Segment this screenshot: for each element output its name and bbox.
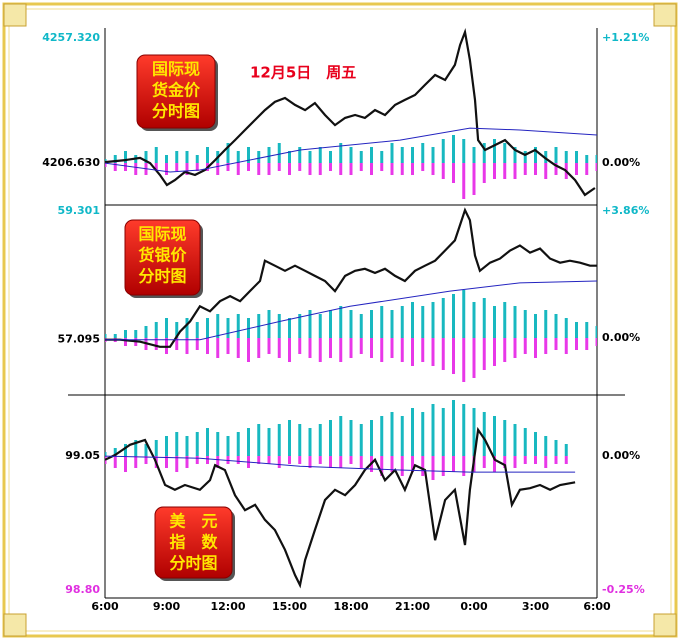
label-text: 指 数	[169, 533, 218, 552]
y-tick-label: 98.80	[65, 583, 100, 596]
y-tick-label: 57.095	[58, 333, 100, 346]
x-tick-label: 3:00	[522, 600, 550, 613]
label-text: 分时图	[169, 554, 217, 573]
x-tick-label: 0:00	[460, 600, 488, 613]
y-tick-label: 4257.320	[42, 31, 100, 44]
price-line	[105, 207, 597, 348]
average-line	[105, 280, 597, 341]
price-line	[105, 28, 596, 197]
label-text: 美 元	[169, 512, 217, 531]
label-box	[124, 219, 201, 296]
y-tick-label: 4206.630	[42, 156, 100, 169]
x-tick-label: 12:00	[210, 600, 245, 613]
series-group	[105, 28, 597, 589]
x-tick-label: 15:00	[272, 600, 307, 613]
x-tick-label: 9:00	[153, 600, 181, 613]
y-tick-label: 59.301	[58, 204, 100, 217]
x-tick-label: 6:00	[583, 600, 611, 613]
label-text: 分时图	[138, 267, 186, 286]
y-tick-label: 99.05	[65, 449, 100, 462]
x-tick-label: 6:00	[91, 600, 119, 613]
y2-tick-label: +3.86%	[602, 204, 649, 217]
y2-tick-label: 0.00%	[602, 449, 640, 462]
plot: 4206.6304257.3200.00%+1.21%国际现货金价分时图12月5…	[42, 28, 649, 613]
y2-tick-label: -0.25%	[602, 583, 645, 596]
average-line	[105, 455, 576, 473]
label-text: 分时图	[152, 102, 200, 121]
y2-tick-label: 0.00%	[602, 156, 640, 169]
y2-tick-label: 0.00%	[602, 331, 640, 344]
y2-tick-label: +1.21%	[602, 31, 649, 44]
label-text: 国际现	[138, 225, 186, 244]
label-box	[154, 506, 233, 579]
average-line	[105, 127, 597, 173]
label-text: 国际现	[152, 60, 200, 79]
label-box	[136, 54, 216, 129]
date-note: 12月5日 周五	[250, 64, 356, 82]
x-tick-label: 21:00	[395, 600, 430, 613]
frame-inner	[8, 8, 672, 632]
corner-ornaments	[3, 3, 677, 637]
label-text: 货金价	[152, 81, 201, 100]
label-text: 货银价	[138, 246, 187, 265]
x-tick-label: 18:00	[333, 600, 368, 613]
price-line	[105, 426, 576, 589]
